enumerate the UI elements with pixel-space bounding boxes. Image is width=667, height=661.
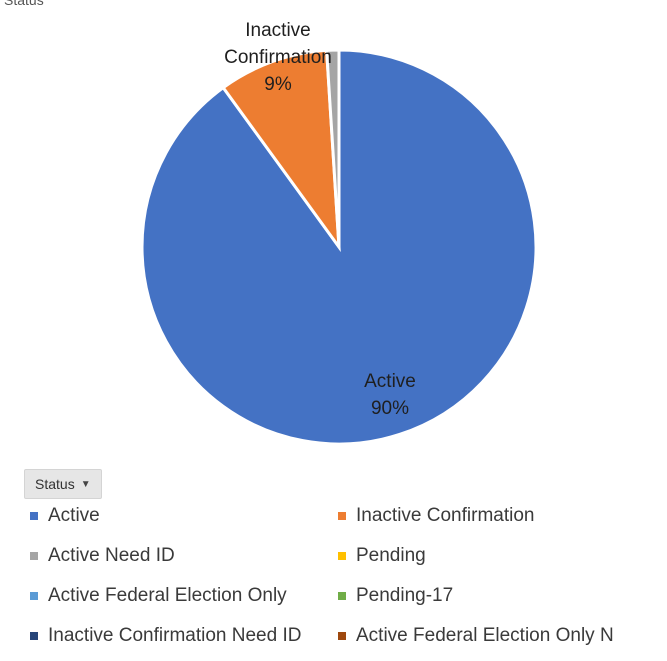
legend-item-pending-17[interactable]: Pending-17	[338, 585, 453, 607]
legend-item-active[interactable]: Active	[30, 505, 100, 527]
legend-label-inactive-confirmation: Inactive Confirmation	[356, 505, 535, 526]
legend-item-active-need-id[interactable]: Active Need ID	[30, 545, 175, 567]
legend-label-pending-17: Pending-17	[356, 585, 454, 606]
slice-label-inactive-confirmation-0: Inactive	[245, 20, 310, 41]
legend-swatch-active	[30, 512, 38, 520]
legend-item-active-federal-election-only[interactable]: Active Federal Election Only	[30, 585, 287, 607]
legend-label-active-federal-election-only-n: Active Federal Election Only N	[356, 625, 614, 646]
legend-item-active-federal-election-only-n[interactable]: Active Federal Election Only N	[338, 625, 614, 647]
legend-swatch-active-federal-election-only-n	[338, 632, 346, 640]
legend-item-pending[interactable]: Pending	[338, 545, 426, 567]
pie-chart: Active 90% Inactive Confirmation 9%	[140, 20, 538, 446]
legend-label-inactive-confirmation-need-id: Inactive Confirmation Need ID	[48, 625, 302, 646]
slice-label-active-0: Active	[364, 371, 416, 392]
legend-swatch-pending	[338, 552, 346, 560]
legend-swatch-inactive-confirmation-need-id	[30, 632, 38, 640]
chart-top-label: Status	[4, 0, 44, 8]
chevron-down-icon: ▼	[80, 478, 91, 490]
legend-label-active-need-id: Active Need ID	[48, 545, 175, 566]
legend-item-inactive-confirmation[interactable]: Inactive Confirmation	[338, 505, 534, 527]
legend-swatch-active-federal-election-only	[30, 592, 38, 600]
status-filter-label: Status	[35, 476, 75, 492]
pie-slice-inactive-confirmation	[221, 48, 341, 253]
legend-swatch-pending-17	[338, 592, 346, 600]
legend-label-pending: Pending	[356, 545, 426, 566]
slice-label-inactive-confirmation-2: 9%	[264, 74, 292, 95]
legend-swatch-inactive-confirmation	[338, 512, 346, 520]
legend-item-inactive-confirmation-need-id[interactable]: Inactive Confirmation Need ID	[30, 625, 301, 647]
pie-slice-active-need-id	[325, 48, 341, 248]
slice-label-inactive-confirmation-1: Confirmation	[224, 47, 332, 68]
legend-swatch-active-need-id	[30, 552, 38, 560]
legend-label-active: Active	[48, 505, 100, 526]
slice-label-active-1: 90%	[371, 398, 409, 419]
legend-label-active-federal-election-only: Active Federal Election Only	[48, 585, 287, 606]
status-filter-button[interactable]: Status ▼	[24, 469, 102, 499]
